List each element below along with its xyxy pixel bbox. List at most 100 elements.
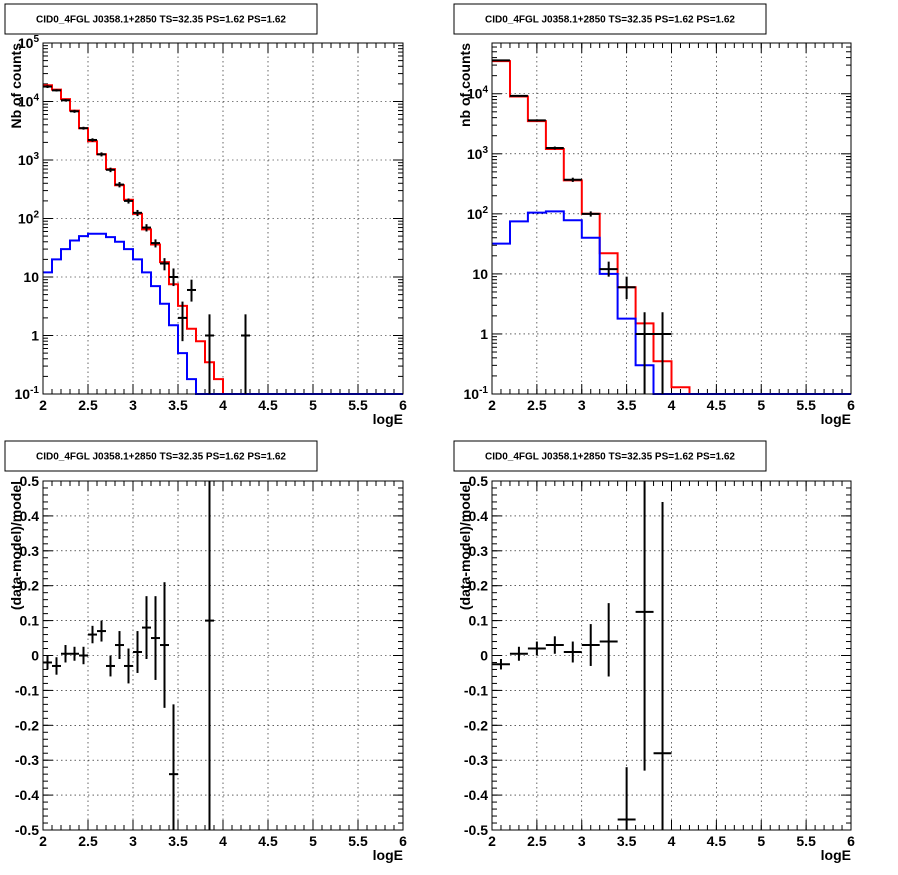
tick-label-exponent: 2 [33, 210, 39, 221]
x-tick-label: 5 [309, 833, 317, 849]
data-point [187, 279, 196, 302]
chart-title-box [4, 440, 318, 472]
data-point [61, 99, 70, 102]
plot-frame [42, 42, 404, 395]
data-point [635, 481, 654, 771]
y-tick-label: 104 [467, 85, 489, 102]
tick-label-base: 10 [18, 211, 34, 227]
data-point [70, 109, 79, 113]
x-tick-label: 4.5 [707, 833, 727, 849]
x-tick-label: 3.5 [168, 833, 188, 849]
data-point [635, 312, 654, 394]
x-tick-label: 4.5 [707, 397, 727, 413]
x-tick-label: 2 [488, 397, 496, 413]
y-axis-label: Nb of counts [8, 43, 24, 129]
tick-label-exponent: 3 [482, 145, 488, 156]
chart-title: CID0_4FGL J0358.1+2850 TS=32.35 PS=1.62 … [485, 452, 735, 463]
tick-label-exponent: 4 [482, 85, 488, 96]
y-tick-label: -0.2 [15, 717, 39, 733]
y-tick-label: -0.4 [15, 787, 39, 803]
data-point [545, 146, 564, 150]
y-tick-label: 0.5 [20, 473, 40, 489]
data-point [43, 85, 52, 89]
data-point [599, 603, 618, 677]
y-tick-label: -0.1 [464, 682, 488, 698]
y-tick-label: 0.4 [469, 508, 489, 524]
y-tick-label: -0.5 [464, 822, 488, 838]
y-tick-label: 0.2 [469, 578, 489, 594]
tick-label-exponent: 5 [33, 34, 39, 45]
y-tick-label: 1 [480, 326, 488, 342]
y-tick-label: 10 [23, 269, 39, 285]
x-tick-label: 2.5 [527, 833, 547, 849]
y-tick-label: -0.5 [15, 822, 39, 838]
data-point [169, 704, 178, 830]
data-point [133, 209, 142, 217]
data-point [142, 224, 151, 232]
tick-label-base: 10 [467, 146, 483, 162]
y-axis-label: nb of counts [457, 43, 473, 127]
y-tick-label: 0 [480, 648, 488, 664]
tick-label-exponent: -1 [30, 385, 39, 396]
tick-label-exponent: -1 [479, 385, 488, 396]
data-point [142, 596, 151, 659]
data-point [61, 645, 70, 663]
x-tick-label: 3.5 [617, 397, 637, 413]
x-tick-label: 3 [129, 397, 137, 413]
data-point [581, 211, 600, 217]
tick-label-base: 10 [464, 386, 480, 402]
data-point [169, 268, 178, 287]
y-tick-label: 105 [18, 34, 40, 51]
y-tick-label: 102 [467, 205, 489, 222]
y-tick-label: 102 [18, 210, 40, 227]
y-tick-label: -0.3 [15, 752, 39, 768]
x-axis-label: logE [821, 847, 851, 863]
chart-title-box [453, 440, 767, 472]
x-tick-label: 5 [757, 833, 765, 849]
x-tick-label: 6 [847, 397, 855, 413]
chart-title: CID0_4FGL J0358.1+2850 TS=32.35 PS=1.62 … [36, 15, 286, 26]
chart-panel-3: CID0_4FGL J0358.1+2850 TS=32.35 PS=1.62 … [4, 440, 407, 863]
data-point [115, 182, 124, 188]
y-tick-label: 1 [31, 328, 39, 344]
y-tick-label: 0.3 [469, 543, 489, 559]
chart-panel-4: CID0_4FGL J0358.1+2850 TS=32.35 PS=1.62 … [453, 440, 855, 863]
chart-title-box [453, 3, 767, 35]
plot-frame [491, 42, 852, 395]
x-tick-label: 2 [39, 833, 47, 849]
x-tick-label: 5.5 [796, 833, 816, 849]
x-tick-label: 4.5 [258, 833, 278, 849]
x-tick-label: 3.5 [617, 833, 637, 849]
data-point [492, 658, 510, 670]
data-point [124, 198, 133, 204]
x-tick-label: 5.5 [348, 397, 368, 413]
data-point [70, 646, 79, 661]
x-tick-label: 6 [847, 833, 855, 849]
data-point [79, 126, 88, 130]
chart-title: CID0_4FGL J0358.1+2850 TS=32.35 PS=1.62 … [485, 15, 735, 26]
data-point [205, 481, 214, 830]
data-point [151, 239, 160, 248]
plot-frame [491, 480, 852, 831]
y-tick-label: 0.4 [20, 508, 40, 524]
x-tick-label: 3.5 [168, 397, 188, 413]
data-point [599, 261, 618, 277]
y-tick-label: -0.4 [464, 787, 488, 803]
data-point [97, 620, 106, 642]
data-point [617, 767, 636, 830]
y-tick-label: 0 [31, 648, 39, 664]
data-point [581, 624, 600, 666]
chart-panel-1: CID0_4FGL J0358.1+2850 TS=32.35 PS=1.62 … [4, 3, 407, 427]
data-point [133, 631, 142, 673]
x-axis-label: logE [373, 847, 403, 863]
x-tick-label: 3 [129, 833, 137, 849]
y-tick-label: -0.1 [15, 682, 39, 698]
data-point [79, 646, 88, 665]
data-point [241, 314, 250, 394]
tick-label-base: 10 [467, 86, 483, 102]
data-point [178, 301, 187, 342]
y-tick-label: -0.3 [464, 752, 488, 768]
histogram-series-1 [43, 84, 403, 395]
y-tick-label: 10 [472, 266, 488, 282]
